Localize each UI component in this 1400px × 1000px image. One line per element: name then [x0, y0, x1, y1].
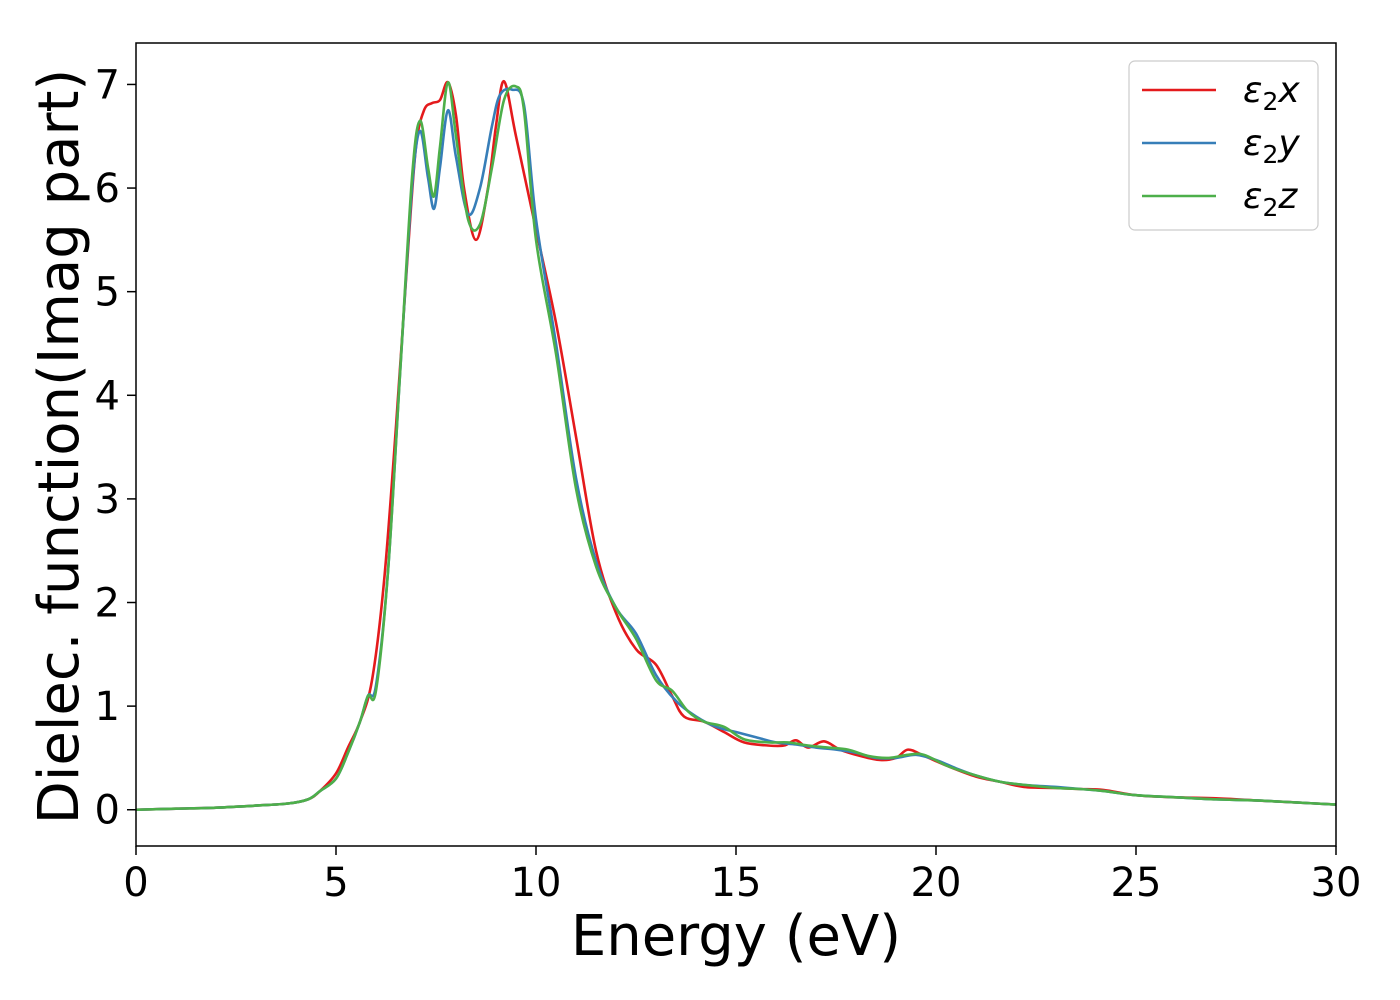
y-tick-label: 7 — [95, 62, 120, 108]
legend-label-x: ε2x — [1243, 70, 1300, 116]
x-tick-label: 10 — [511, 860, 562, 906]
legend-label-subscript: 2 — [1262, 87, 1278, 116]
x-tick-label: 20 — [911, 860, 962, 906]
x-tick-label: 25 — [1111, 860, 1162, 906]
y-tick-label: 3 — [95, 477, 120, 523]
y-tick-label: 1 — [95, 684, 120, 730]
series-line-z — [135, 81, 1337, 812]
y-tick-label: 6 — [95, 166, 120, 212]
legend-label-component: y — [1277, 123, 1300, 164]
y-tick-label: 5 — [95, 270, 120, 316]
legend-label-symbol: ε — [1243, 123, 1262, 164]
y-tick-label: 4 — [95, 373, 120, 419]
legend-label-component: x — [1277, 70, 1300, 111]
y-tick-label: 2 — [95, 581, 120, 627]
x-axis-title: Energy (eV) — [571, 904, 901, 969]
y-tick-label: 0 — [95, 788, 120, 834]
x-tick-label: 15 — [711, 860, 762, 906]
legend-label-symbol: ε — [1243, 176, 1262, 217]
x-tick-label: 5 — [323, 860, 348, 906]
legend-label-y: ε2y — [1243, 123, 1300, 169]
legend-label-component: z — [1277, 176, 1298, 217]
y-axis: 0 1 2 3 4 5 6 7 — [95, 62, 136, 834]
legend-label-symbol: ε — [1243, 70, 1262, 111]
x-tick-label: 30 — [1311, 860, 1362, 906]
legend-label-subscript: 2 — [1262, 140, 1278, 169]
legend-label-subscript: 2 — [1262, 193, 1278, 222]
x-axis: 0 5 10 15 20 25 30 — [123, 846, 1361, 906]
legend-box — [1128, 60, 1319, 231]
y-axis-title: Dielec. function(Imag part) — [27, 69, 92, 825]
series-layer — [135, 80, 1337, 812]
legend-label-z: ε2z — [1243, 176, 1298, 222]
x-tick-label: 0 — [123, 860, 148, 906]
